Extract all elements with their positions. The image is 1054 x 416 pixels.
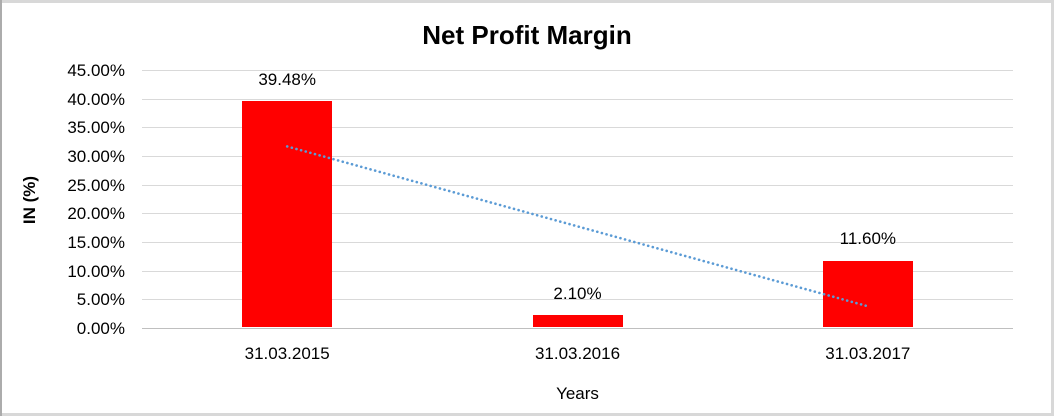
y-tick-label: 40.00% — [67, 89, 125, 109]
x-tick-label: 31.03.2017 — [825, 344, 911, 363]
gridline — [142, 98, 1013, 100]
bar-31.03.2016 — [532, 314, 623, 327]
y-tick-label: 10.00% — [67, 261, 125, 281]
frame-border-top — [0, 0, 1054, 3]
frame-border-bottom — [0, 413, 1054, 416]
y-tick-label: 5.00% — [76, 290, 125, 310]
gridline — [142, 242, 1013, 243]
data-label: 2.10% — [553, 283, 602, 303]
y-tick-label: 20.00% — [67, 204, 125, 224]
data-label: 39.48% — [258, 69, 316, 89]
gridline — [142, 299, 1013, 301]
bar-31.03.2017 — [822, 260, 913, 327]
gridline — [142, 156, 1013, 157]
x-axis-title: Years — [556, 384, 599, 403]
y-tick-label: 25.00% — [67, 175, 125, 195]
frame-border-left — [0, 0, 2, 416]
data-label: 11.60% — [839, 229, 897, 249]
chart-title: Net Profit Margin — [422, 20, 632, 50]
gridline — [142, 70, 1013, 71]
x-tick-label: 31.03.2015 — [244, 344, 330, 363]
y-tick-label: 15.00% — [67, 233, 125, 252]
trendline — [285, 145, 870, 308]
plot-area — [142, 70, 1013, 329]
y-tick-label: 0.00% — [76, 319, 125, 338]
gridline — [142, 127, 1013, 129]
y-tick-label: 35.00% — [67, 118, 125, 138]
trendline-dotted — [285, 145, 870, 308]
frame-border-right — [1051, 0, 1054, 416]
x-axis-line — [142, 328, 1013, 329]
x-tick-label: 31.03.2016 — [534, 344, 621, 363]
gridline — [142, 270, 1013, 272]
bar-31.03.2015 — [242, 100, 333, 327]
gridline — [142, 184, 1013, 186]
y-tick-label: 45.00% — [67, 61, 125, 80]
gridline — [142, 213, 1013, 215]
y-tick-label: 30.00% — [67, 147, 125, 166]
